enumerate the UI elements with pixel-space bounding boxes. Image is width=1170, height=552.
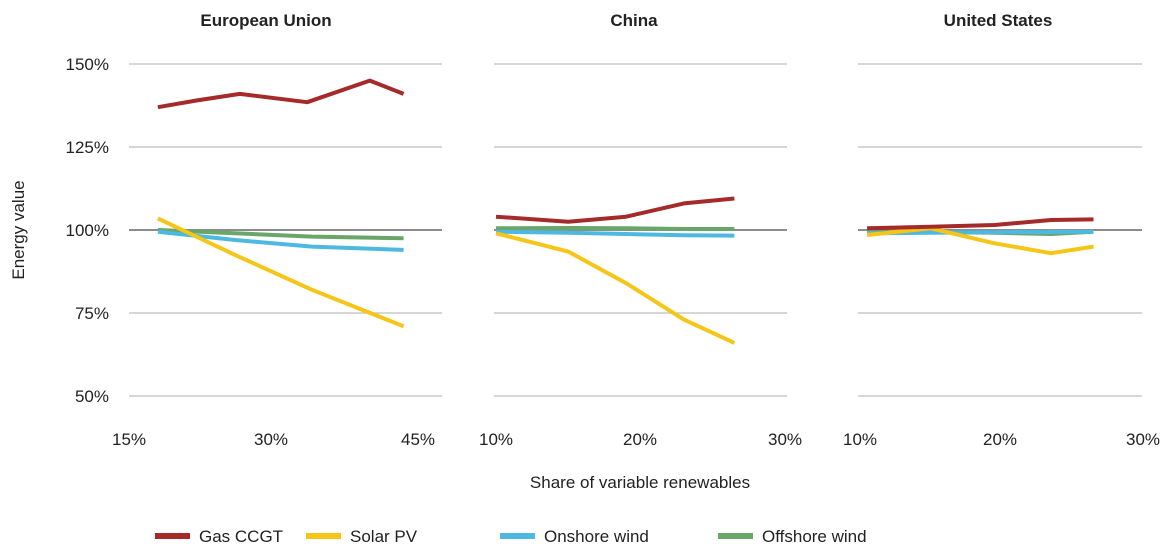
legend-label-gas-ccgt: Gas CCGT xyxy=(199,527,283,546)
series-line-solar-pv xyxy=(866,226,1094,256)
series-line-onshore-wind xyxy=(867,229,1094,236)
y-axis-ticks: 150% 125% 100% 75% 50% xyxy=(66,55,109,406)
x-tick-label: 20% xyxy=(983,430,1017,449)
panel-united-states: United States 10% 20% 30% xyxy=(843,11,1160,449)
panel-title: United States xyxy=(944,11,1053,30)
x-tick-label: 45% xyxy=(401,430,435,449)
y-tick-label: 100% xyxy=(66,221,109,240)
series-line-gas-ccgt xyxy=(157,78,405,110)
panel-title: European Union xyxy=(200,11,331,30)
x-tick-label: 10% xyxy=(843,430,877,449)
x-tick-label: 15% xyxy=(112,430,146,449)
panel-european-union: European Union 15% 30% 45% xyxy=(112,11,442,449)
x-tick-label: 10% xyxy=(479,430,513,449)
series-line-gas-ccgt xyxy=(495,196,735,224)
x-tick-label: 20% xyxy=(623,430,657,449)
x-tick-label: 30% xyxy=(768,430,802,449)
legend-item-offshore-wind: Offshore wind xyxy=(718,527,867,546)
series-line-solar-pv xyxy=(157,216,405,329)
legend-label-onshore-wind: Onshore wind xyxy=(544,527,649,546)
legend-item-gas-ccgt: Gas CCGT xyxy=(155,527,283,546)
y-tick-label: 75% xyxy=(75,304,109,323)
x-tick-label: 30% xyxy=(254,430,288,449)
y-tick-label: 125% xyxy=(66,138,109,157)
panel-china: China 10% 20% 30% xyxy=(479,11,802,449)
series-line-offshore-wind xyxy=(157,228,404,241)
series-line-onshore-wind xyxy=(495,229,735,238)
legend-item-onshore-wind: Onshore wind xyxy=(500,527,649,546)
y-tick-label: 150% xyxy=(66,55,109,74)
series-line-gas-ccgt xyxy=(867,217,1094,231)
x-axis-label: Share of variable renewables xyxy=(530,473,750,492)
legend-label-solar-pv: Solar PV xyxy=(350,527,418,546)
y-axis-label: Energy value xyxy=(9,180,28,279)
legend: Gas CCGT Solar PV Onshore wind Offshore … xyxy=(155,527,867,546)
legend-label-offshore-wind: Offshore wind xyxy=(762,527,867,546)
series-line-offshore-wind xyxy=(495,226,735,231)
gridlines xyxy=(858,63,1142,397)
x-tick-label: 30% xyxy=(1126,430,1160,449)
panel-title: China xyxy=(610,11,658,30)
series-line-solar-pv xyxy=(495,231,736,345)
y-tick-label: 50% xyxy=(75,387,109,406)
legend-item-solar-pv: Solar PV xyxy=(306,527,418,546)
